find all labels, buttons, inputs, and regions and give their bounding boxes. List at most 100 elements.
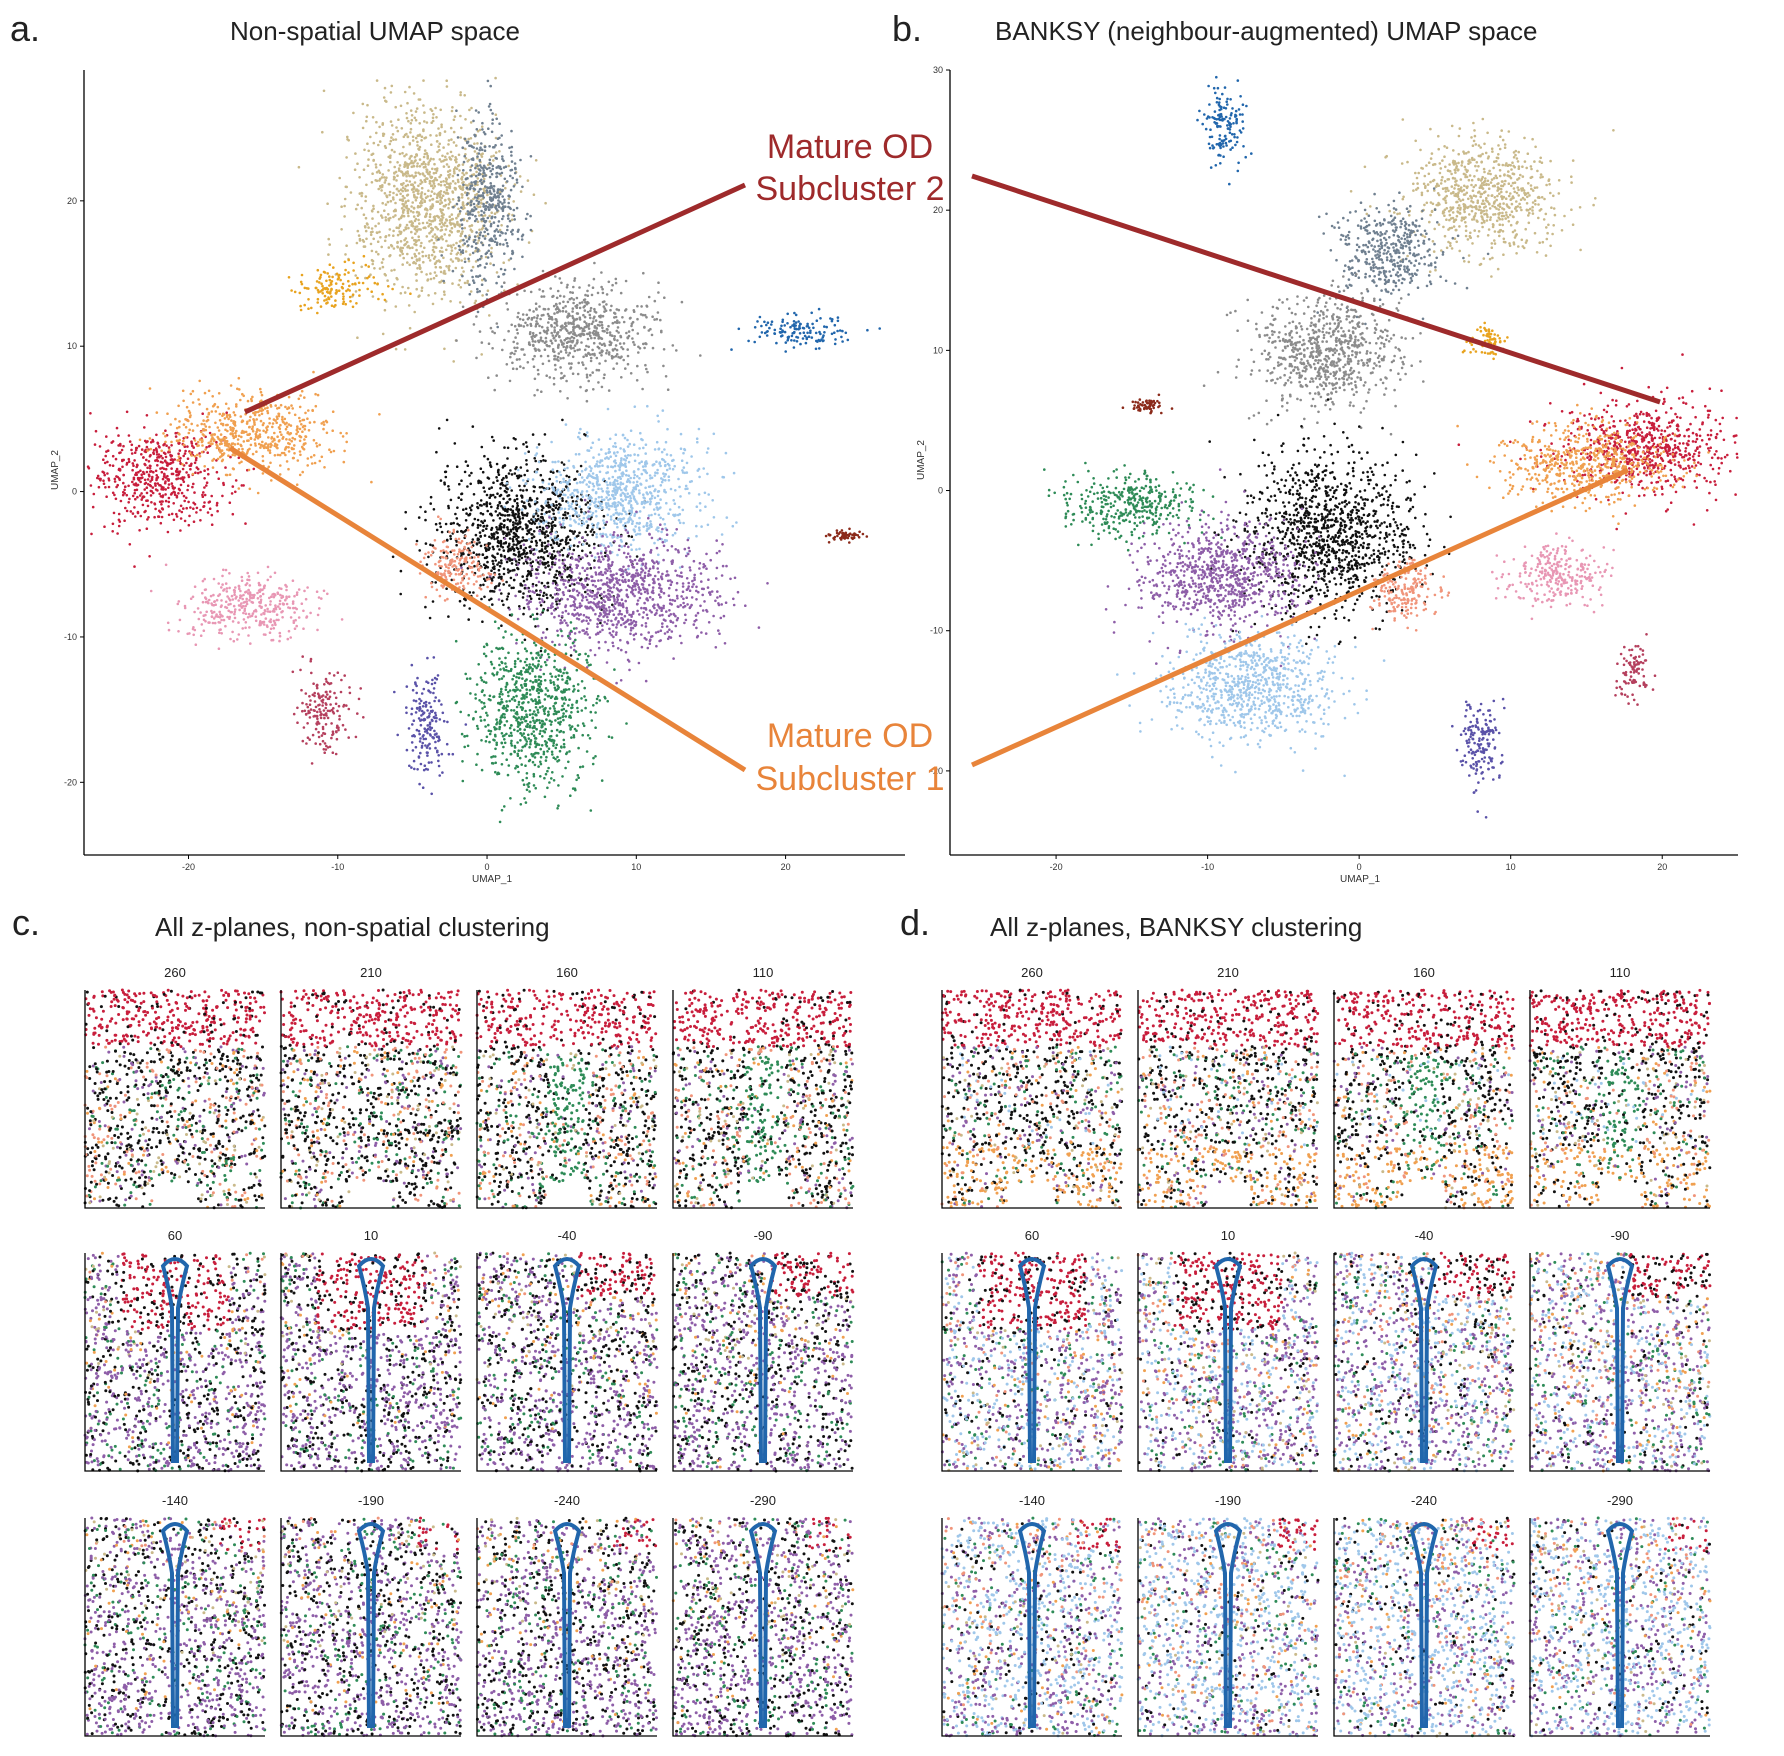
- zplane-axes: [1138, 990, 1318, 1208]
- umap-a-xlabel: UMAP_1: [472, 874, 512, 885]
- umap-cluster: [455, 262, 701, 403]
- zplane-label: -290: [1607, 1493, 1633, 1508]
- x-tick-label: 20: [1657, 862, 1667, 872]
- umap-cluster: [1196, 76, 1252, 186]
- zplane--90: -90: [672, 1228, 855, 1473]
- callout-od2: Mature OD Subcluster 2: [756, 128, 945, 208]
- zplane--90: -90: [1529, 1228, 1712, 1472]
- umap-cluster: [298, 77, 547, 363]
- zplane--40: -40: [1333, 1228, 1516, 1473]
- x-tick-label: 10: [631, 862, 641, 872]
- zplane--140: -140: [84, 1493, 267, 1737]
- y-tick-label: 20: [67, 196, 77, 206]
- zplane-label: 260: [164, 965, 186, 980]
- callout-od1: Mature OD Subcluster 1: [756, 717, 945, 798]
- y-tick-label: 0: [938, 486, 943, 496]
- umap-cluster: [1456, 395, 1710, 525]
- umap-cluster: [1122, 394, 1174, 415]
- umap-cluster: [1491, 532, 1615, 620]
- x-tick-label: 10: [1506, 862, 1516, 872]
- zplane-grid-c: 260 210 160 110 60 10 -40 -90 -140 -190 -240 -290: [84, 965, 855, 1737]
- zplane-label: 210: [1217, 965, 1239, 980]
- zplane-label: 110: [1610, 965, 1631, 980]
- od2-line2: Subcluster 2: [756, 170, 945, 208]
- zplane-label: -240: [554, 1493, 580, 1508]
- zplane-label: -190: [358, 1493, 384, 1508]
- y-tick-label: -10: [64, 632, 77, 642]
- umap-b-xlabel: UMAP_1: [1340, 874, 1380, 885]
- zplane-260: 260: [84, 965, 267, 1209]
- x-tick-label: 20: [781, 862, 791, 872]
- y-tick-label: 0: [72, 487, 77, 497]
- zplane-label: 160: [556, 965, 578, 980]
- x-tick-label: -10: [331, 862, 344, 872]
- umap-cluster: [1203, 273, 1425, 436]
- zplane-label: 160: [1413, 965, 1435, 980]
- umap-cluster: [292, 655, 365, 764]
- umap-b-points: [1043, 76, 1739, 819]
- zplane--190: -190: [1137, 1493, 1320, 1737]
- zplane-label: 10: [364, 1228, 378, 1243]
- zplane-160: 160: [476, 965, 659, 1209]
- umap-cluster: [437, 80, 532, 329]
- zplane--190: -190: [280, 1493, 463, 1737]
- zplane-label: -40: [558, 1228, 577, 1243]
- zplane-110: 110: [672, 965, 855, 1209]
- umap-cluster: [1614, 633, 1656, 706]
- umap-b-ylabel: UMAP_2: [916, 440, 927, 480]
- umap-cluster: [730, 308, 881, 353]
- zplane-label: 10: [1221, 1228, 1235, 1243]
- zplane-label: -190: [1215, 1493, 1241, 1508]
- zplane-label: 210: [360, 965, 382, 980]
- zplane-260: 260: [941, 965, 1124, 1209]
- zplane-160: 160: [1333, 965, 1516, 1209]
- od1-line-right: [972, 470, 1628, 765]
- zplane-60: 60: [84, 1228, 267, 1472]
- umap-a-ylabel: UMAP_2: [50, 450, 61, 490]
- zplane-label: -90: [1611, 1228, 1630, 1243]
- zplane--290: -290: [1529, 1493, 1712, 1737]
- zplane-grid-d: 260 210 160 110 60 10 -40 -90 -140 -190 -240 -290: [941, 965, 1712, 1738]
- y-tick-label: -20: [64, 777, 77, 787]
- zplane-label: -140: [162, 1493, 188, 1508]
- x-tick-label: -10: [1201, 862, 1214, 872]
- od2-line1: Mature OD: [767, 128, 933, 166]
- y-tick-label: -10: [930, 626, 943, 636]
- y-tick-label: 30: [933, 65, 943, 75]
- zplane--40: -40: [476, 1228, 659, 1472]
- od1-line-left: [230, 448, 745, 770]
- umap-cluster: [393, 656, 467, 795]
- zplane-label: -290: [750, 1493, 776, 1508]
- od2-line-left: [245, 185, 745, 412]
- zplane-axes: [281, 990, 461, 1208]
- zplane--240: -240: [1333, 1493, 1516, 1738]
- zplane--140: -140: [941, 1493, 1124, 1737]
- x-tick-label: 0: [1357, 862, 1362, 872]
- zplane-axes: [1138, 1518, 1318, 1736]
- zplane-10: 10: [280, 1228, 462, 1472]
- x-tick-label: 0: [485, 862, 490, 872]
- zplane-label: -240: [1411, 1493, 1437, 1508]
- callout-lines: [230, 176, 1660, 770]
- umap-cluster: [503, 405, 737, 573]
- zplane-axes: [1334, 1253, 1514, 1471]
- y-tick-label: 10: [933, 345, 943, 355]
- zplane-label: -140: [1019, 1493, 1045, 1508]
- zplane-label: -40: [1415, 1228, 1434, 1243]
- zplane-label: 110: [753, 965, 774, 980]
- zplane-axes: [1334, 990, 1514, 1208]
- zplane--290: -290: [672, 1493, 855, 1737]
- umap-cluster: [1451, 698, 1506, 819]
- zplane-label: 260: [1021, 965, 1043, 980]
- x-tick-label: -20: [182, 862, 195, 872]
- zplane-10: 10: [1137, 1228, 1320, 1472]
- zplane-110: 110: [1529, 965, 1712, 1209]
- umap-cluster: [150, 564, 344, 651]
- umap-cluster: [1043, 462, 1223, 552]
- zplane-60: 60: [941, 1228, 1124, 1472]
- x-tick-label: -20: [1050, 862, 1063, 872]
- y-tick-label: 10: [67, 341, 77, 351]
- umap-cluster: [825, 528, 868, 544]
- od1-line2: Subcluster 1: [756, 760, 945, 798]
